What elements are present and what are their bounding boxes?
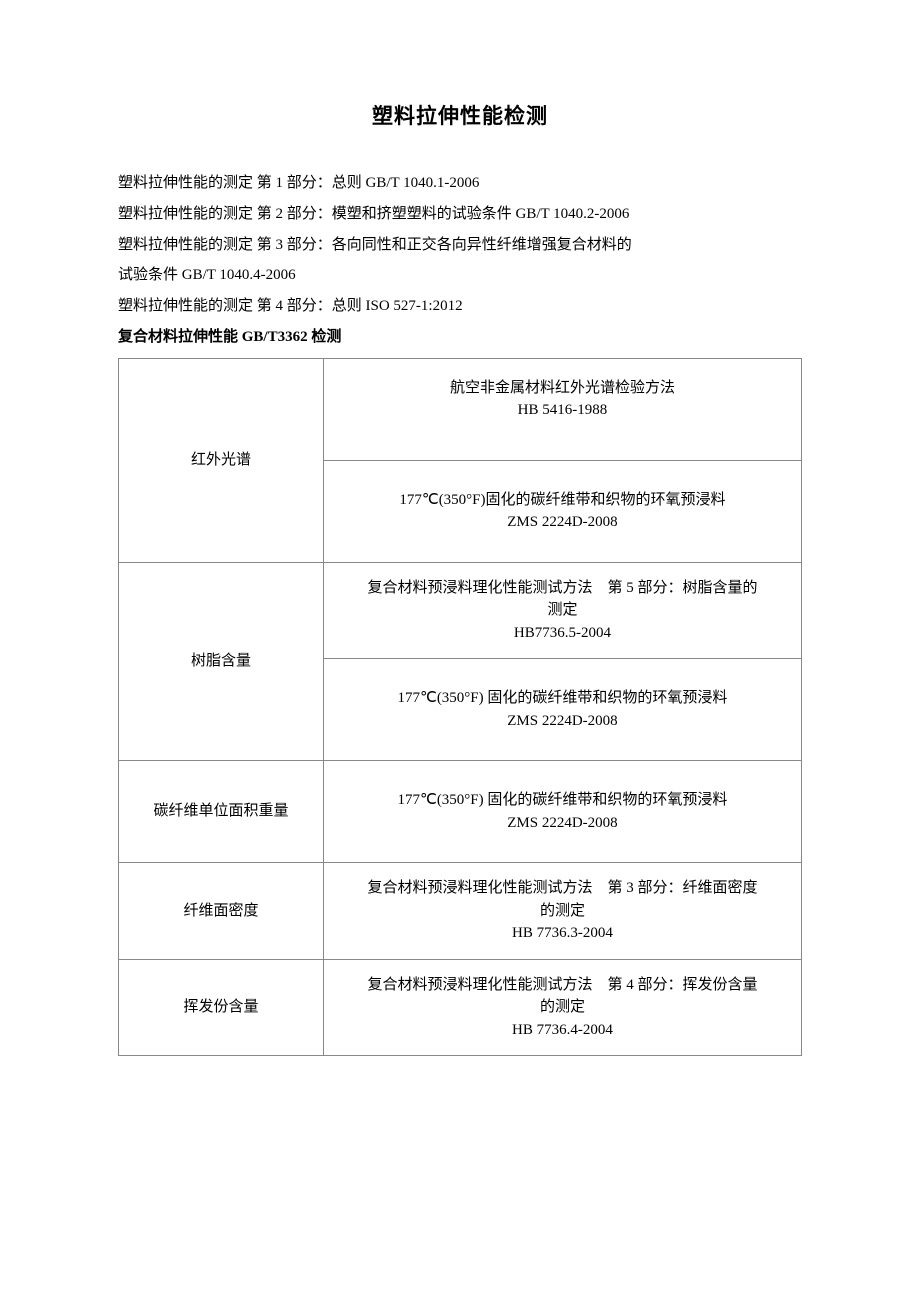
cell-text-line: HB 7736.4-2004 xyxy=(332,1019,793,1042)
table-cell-category: 纤维面密度 xyxy=(119,863,324,960)
cell-text-line: 测定 xyxy=(332,599,793,622)
cell-text-line: 复合材料预浸料理化性能测试方法 第 4 部分：挥发份含量 xyxy=(332,974,793,997)
table-cell-standard: 177℃(350°F) 固化的碳纤维带和织物的环氧预浸料ZMS 2224D-20… xyxy=(323,761,801,863)
standards-table: 红外光谱航空非金属材料红外光谱检验方法HB 5416-1988177℃(350°… xyxy=(118,358,802,1057)
cell-text-line: 复合材料预浸料理化性能测试方法 第 3 部分：纤维面密度 xyxy=(332,877,793,900)
section-heading: 复合材料拉伸性能 GB/T3362 检测 xyxy=(118,322,802,353)
paragraph-1: 塑料拉伸性能的测定 第 1 部分：总则 GB/T 1040.1-2006 xyxy=(118,168,802,199)
table-row: 碳纤维单位面积重量177℃(350°F) 固化的碳纤维带和织物的环氧预浸料ZMS… xyxy=(119,761,802,863)
table-cell-category: 碳纤维单位面积重量 xyxy=(119,761,324,863)
table-cell-category: 红外光谱 xyxy=(119,358,324,562)
cell-text-line: 的测定 xyxy=(332,996,793,1019)
cell-text-line: 177℃(350°F) 固化的碳纤维带和织物的环氧预浸料 xyxy=(332,789,793,812)
table-cell-standard: 复合材料预浸料理化性能测试方法 第 3 部分：纤维面密度的测定HB 7736.3… xyxy=(323,863,801,960)
cell-text-line: 复合材料预浸料理化性能测试方法 第 5 部分：树脂含量的 xyxy=(332,577,793,600)
table-row: 挥发份含量复合材料预浸料理化性能测试方法 第 4 部分：挥发份含量的测定HB 7… xyxy=(119,959,802,1056)
cell-text-line: HB 7736.3-2004 xyxy=(332,922,793,945)
table-cell-standard: 177℃(350°F) 固化的碳纤维带和织物的环氧预浸料ZMS 2224D-20… xyxy=(323,659,801,761)
table-body: 红外光谱航空非金属材料红外光谱检验方法HB 5416-1988177℃(350°… xyxy=(119,358,802,1056)
table-cell-standard: 复合材料预浸料理化性能测试方法 第 4 部分：挥发份含量的测定HB 7736.4… xyxy=(323,959,801,1056)
table-cell-category: 树脂含量 xyxy=(119,562,324,761)
cell-text-line: ZMS 2224D-2008 xyxy=(332,511,793,534)
table-row: 树脂含量复合材料预浸料理化性能测试方法 第 5 部分：树脂含量的测定HB7736… xyxy=(119,562,802,659)
intro-paragraphs: 塑料拉伸性能的测定 第 1 部分：总则 GB/T 1040.1-2006 塑料拉… xyxy=(118,168,802,322)
table-row: 纤维面密度复合材料预浸料理化性能测试方法 第 3 部分：纤维面密度的测定HB 7… xyxy=(119,863,802,960)
table-cell-category: 挥发份含量 xyxy=(119,959,324,1056)
paragraph-5: 塑料拉伸性能的测定 第 4 部分：总则 ISO 527-1:2012 xyxy=(118,291,802,322)
cell-text-line: HB 5416-1988 xyxy=(332,399,793,422)
table-cell-standard: 177℃(350°F)固化的碳纤维带和织物的环氧预浸料ZMS 2224D-200… xyxy=(323,460,801,562)
table-cell-standard: 复合材料预浸料理化性能测试方法 第 5 部分：树脂含量的测定HB7736.5-2… xyxy=(323,562,801,659)
table-cell-standard: 航空非金属材料红外光谱检验方法HB 5416-1988 xyxy=(323,358,801,460)
paragraph-4: 试验条件 GB/T 1040.4-2006 xyxy=(118,260,802,291)
cell-text-line: 的测定 xyxy=(332,900,793,923)
cell-text-line: 航空非金属材料红外光谱检验方法 xyxy=(332,377,793,400)
paragraph-2: 塑料拉伸性能的测定 第 2 部分：模塑和挤塑塑料的试验条件 GB/T 1040.… xyxy=(118,199,802,230)
cell-text-line: 177℃(350°F) 固化的碳纤维带和织物的环氧预浸料 xyxy=(332,687,793,710)
cell-text-line: 177℃(350°F)固化的碳纤维带和织物的环氧预浸料 xyxy=(332,489,793,512)
table-row: 红外光谱航空非金属材料红外光谱检验方法HB 5416-1988 xyxy=(119,358,802,460)
cell-text-line: HB7736.5-2004 xyxy=(332,622,793,645)
cell-text-line: ZMS 2224D-2008 xyxy=(332,812,793,835)
paragraph-3: 塑料拉伸性能的测定 第 3 部分：各向同性和正交各向异性纤维增强复合材料的 xyxy=(118,230,802,261)
page-title: 塑料拉伸性能检测 xyxy=(118,100,802,130)
cell-text-line: ZMS 2224D-2008 xyxy=(332,710,793,733)
